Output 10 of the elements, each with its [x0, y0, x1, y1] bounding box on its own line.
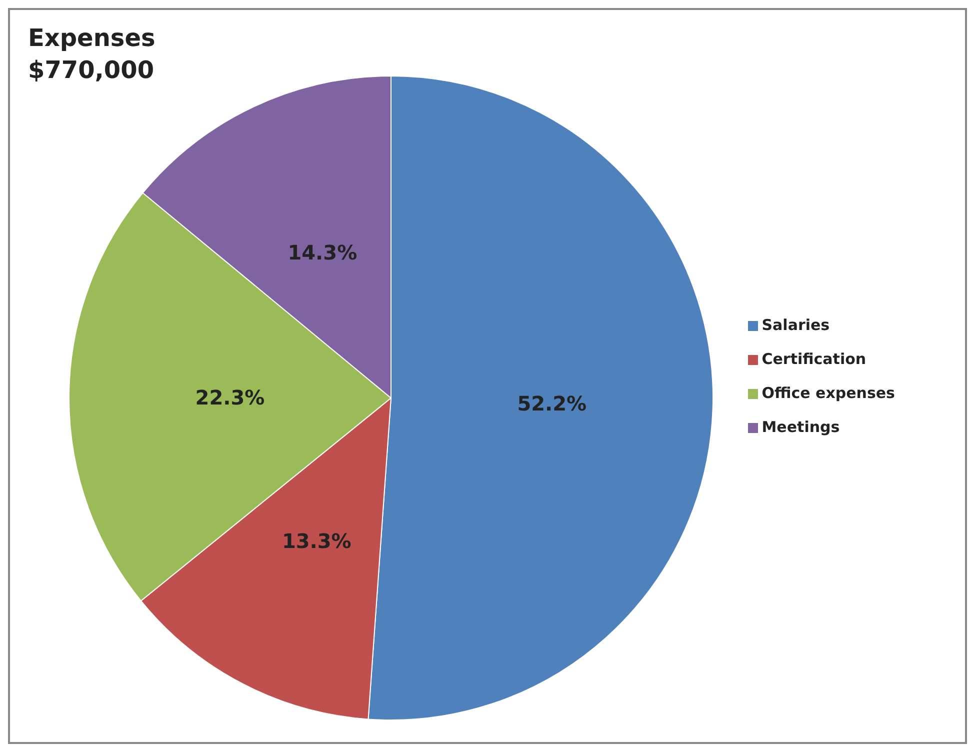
legend-label: Meetings [762, 418, 840, 436]
chart-title: Expenses [28, 23, 156, 54]
data-label: 52.2% [517, 392, 587, 416]
legend-label: Salaries [762, 316, 830, 334]
legend-label: Office expenses [762, 384, 895, 402]
data-label: 14.3% [288, 240, 358, 264]
chart-subtitle: $770,000 [28, 55, 156, 86]
data-label: 13.3% [282, 528, 352, 553]
data-label: 22.3% [195, 385, 265, 410]
legend-label: Certification [762, 350, 866, 368]
